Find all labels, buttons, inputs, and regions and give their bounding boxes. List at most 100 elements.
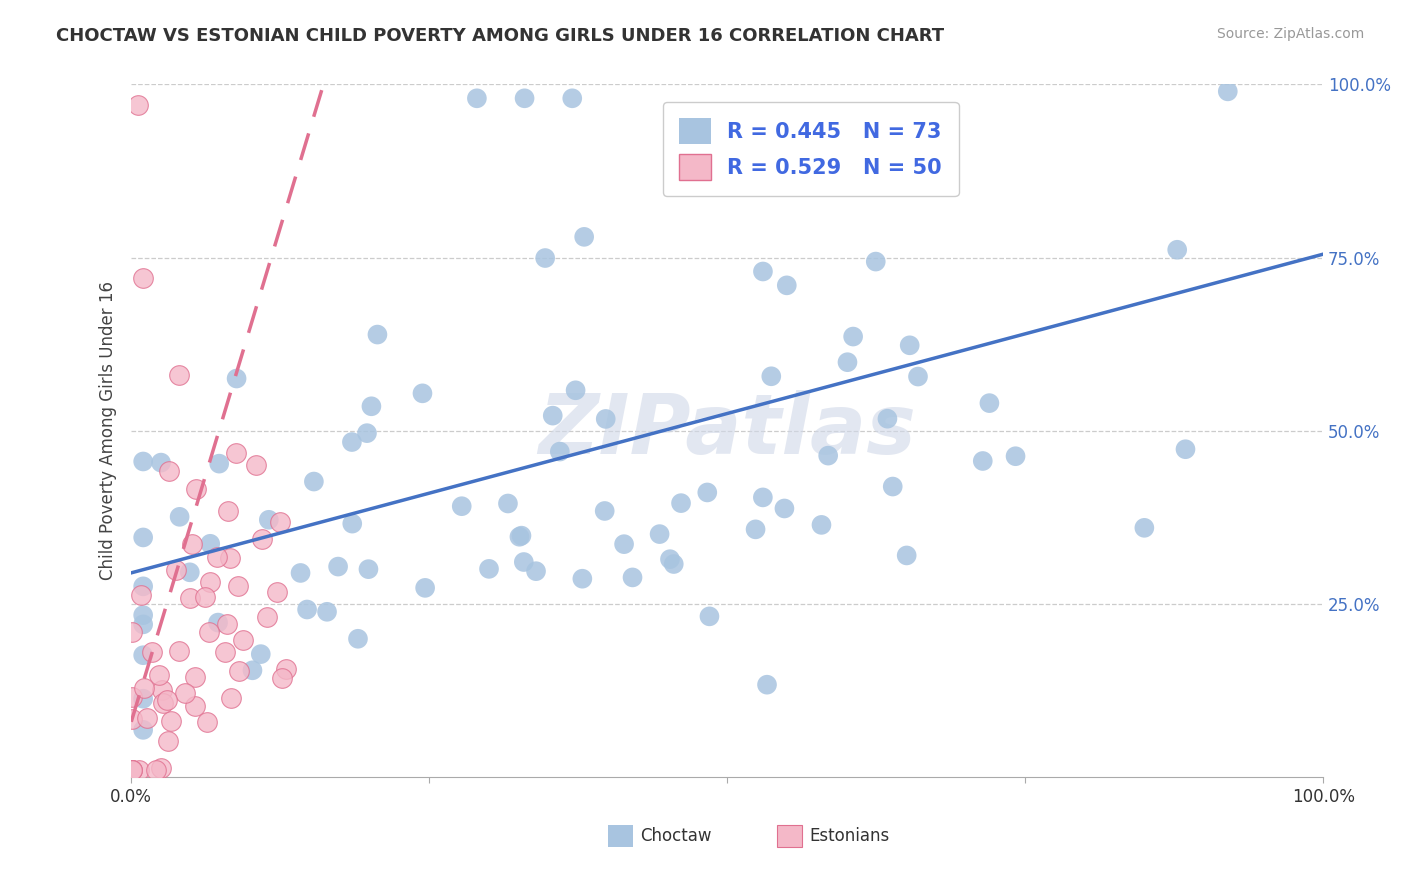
Point (972, 454, 994, 468)
Point (132, 723, 155, 737)
Point (356, 426, 378, 441)
Point (200, 537, 222, 551)
Text: ZIPatlas: ZIPatlas (538, 391, 917, 471)
Point (228, 664, 250, 678)
Point (198, 624, 221, 639)
Point (149, 761, 172, 775)
Point (876, 411, 898, 425)
Point (669, 496, 692, 510)
Point (907, 369, 929, 384)
Point (132, 454, 155, 468)
Point (225, 446, 247, 460)
Point (340, 435, 363, 450)
Point (141, 644, 163, 658)
Point (662, 557, 685, 571)
Point (121, 625, 143, 640)
Point (302, 475, 325, 489)
Point (548, 444, 571, 458)
Point (121, 690, 143, 705)
Point (132, 617, 155, 632)
Point (752, 264, 775, 278)
Point (478, 562, 501, 576)
Point (508, 530, 530, 544)
Point (132, 691, 155, 706)
Point (1174, 442, 1197, 457)
Point (513, 91, 536, 105)
Point (167, 368, 190, 383)
Point (593, 504, 616, 518)
Point (744, 522, 766, 536)
Point (572, 230, 595, 244)
Point (250, 532, 273, 546)
Point (121, 764, 143, 778)
Point (198, 575, 221, 590)
Point (773, 501, 796, 516)
Point (411, 386, 433, 401)
Text: Choctaw: Choctaw (641, 827, 711, 846)
Point (1133, 521, 1156, 535)
Point (179, 591, 201, 605)
Point (131, 588, 153, 602)
Text: Estonians: Estonians (810, 827, 890, 846)
Point (194, 590, 217, 604)
Point (121, 764, 143, 778)
Point (150, 456, 173, 470)
Point (699, 609, 721, 624)
Point (225, 371, 247, 385)
Point (648, 527, 671, 541)
Point (136, 711, 159, 725)
Point (257, 513, 280, 527)
Point (215, 617, 238, 632)
Point (752, 491, 775, 505)
Point (217, 503, 239, 517)
Y-axis label: Child Poverty Among Girls Under 16: Child Poverty Among Girls Under 16 (100, 281, 117, 581)
Point (160, 714, 183, 728)
Point (128, 764, 150, 778)
Point (179, 566, 201, 580)
Point (595, 412, 617, 426)
Point (1004, 449, 1026, 463)
Point (195, 714, 218, 729)
Point (181, 537, 204, 551)
Point (360, 399, 382, 413)
Point (837, 355, 859, 369)
Point (152, 696, 174, 710)
Point (219, 551, 242, 566)
Point (316, 605, 339, 619)
Point (208, 457, 231, 471)
Point (613, 537, 636, 551)
Point (156, 693, 179, 707)
Point (541, 409, 564, 423)
Point (157, 464, 180, 478)
Point (207, 549, 229, 564)
Point (326, 559, 349, 574)
Point (898, 338, 921, 352)
Point (534, 251, 557, 265)
Point (157, 734, 180, 748)
Point (513, 555, 536, 569)
Point (295, 602, 318, 616)
Point (184, 670, 207, 684)
Point (169, 644, 191, 658)
Point (882, 479, 904, 493)
Point (865, 254, 887, 268)
Point (561, 91, 583, 105)
Text: Source: ZipAtlas.com: Source: ZipAtlas.com (1216, 27, 1364, 41)
Point (148, 668, 170, 682)
Point (696, 485, 718, 500)
Point (269, 515, 291, 529)
Point (274, 663, 297, 677)
Point (134, 681, 156, 696)
Point (366, 327, 388, 342)
Point (132, 579, 155, 593)
Point (347, 632, 370, 646)
Point (121, 764, 143, 778)
Point (621, 570, 644, 584)
Point (776, 278, 799, 293)
Point (214, 645, 236, 659)
Point (524, 564, 547, 578)
Point (761, 369, 783, 384)
Point (121, 712, 143, 726)
Point (571, 572, 593, 586)
Point (169, 509, 191, 524)
